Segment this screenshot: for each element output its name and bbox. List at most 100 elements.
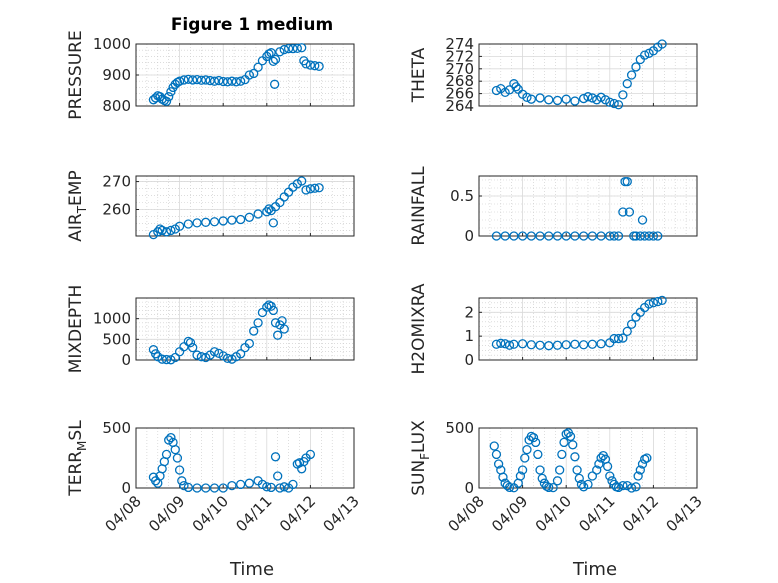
series-h2omixra	[491, 295, 667, 351]
data-point	[504, 340, 515, 350]
data-point	[305, 184, 316, 194]
axes-frame	[135, 427, 355, 489]
data-point	[578, 340, 589, 350]
y-axis-label: MIXDEPTH	[66, 285, 86, 374]
y-axis-label: TERRMSL	[66, 420, 89, 497]
data-point	[183, 336, 193, 347]
y-tick-label: 2	[464, 303, 474, 321]
series-terr_msl	[148, 432, 316, 493]
y-tick-label: 1000	[93, 35, 131, 53]
data-point	[587, 231, 598, 241]
data-point	[150, 349, 161, 359]
data-point	[244, 212, 255, 222]
data-point	[188, 342, 198, 353]
data-point	[266, 482, 276, 493]
data-point	[288, 44, 298, 54]
data-point	[235, 349, 246, 359]
data-point	[594, 459, 604, 469]
series-mixdepth	[148, 300, 289, 365]
data-point	[596, 231, 606, 241]
data-point	[570, 231, 580, 241]
y-axis-label: PRESSURE	[66, 30, 86, 119]
data-point	[587, 339, 598, 349]
data-point	[183, 74, 193, 84]
y-axis-label: RAINFALL	[409, 166, 429, 246]
data-point	[177, 476, 187, 486]
data-point	[164, 92, 174, 102]
subplot-mixdepth: 0 500 1000 MIXDEPTH	[66, 285, 355, 374]
data-point	[305, 60, 316, 70]
x-tick-label: 04/08	[102, 492, 145, 535]
data-point	[618, 333, 628, 343]
data-point	[544, 95, 554, 105]
data-point	[544, 231, 554, 241]
data-point	[557, 449, 567, 460]
data-point	[592, 465, 602, 475]
y-tick-label: 500	[445, 419, 474, 437]
data-point	[537, 473, 547, 484]
data-point	[504, 482, 515, 493]
y-tick-label: 0	[464, 227, 474, 245]
data-point	[535, 93, 545, 103]
data-point	[633, 471, 643, 481]
data-point	[172, 77, 183, 88]
data-point	[192, 483, 202, 493]
data-point	[183, 219, 193, 229]
data-point	[517, 339, 528, 349]
data-point	[253, 62, 263, 72]
data-point	[201, 483, 211, 493]
data-point	[522, 444, 532, 455]
y-tick-label: 272	[445, 47, 474, 65]
data-point	[209, 217, 220, 227]
data-point	[568, 440, 578, 450]
y-tick-label: 0	[121, 479, 131, 497]
data-point	[605, 231, 615, 241]
data-point	[509, 339, 519, 349]
x-tick-label: 04/11	[232, 492, 275, 535]
data-point	[635, 465, 645, 475]
data-point	[570, 339, 580, 349]
data-point	[583, 479, 593, 490]
data-point	[572, 465, 582, 475]
subplot-rainfall: 0 0.5 RAINFALL	[409, 166, 698, 246]
data-point	[605, 97, 615, 107]
data-point	[201, 75, 211, 85]
data-point	[520, 453, 530, 463]
data-point	[535, 231, 545, 241]
data-point	[653, 296, 663, 307]
data-point	[279, 44, 289, 55]
data-point	[526, 94, 536, 104]
data-point	[626, 70, 637, 80]
y-axis-label: AIRTEMP	[66, 170, 89, 241]
data-point	[205, 75, 215, 86]
data-point	[561, 94, 571, 104]
data-point	[602, 461, 613, 472]
data-point	[500, 339, 510, 349]
data-point	[587, 471, 598, 481]
data-point	[161, 354, 172, 365]
data-point	[613, 333, 624, 344]
data-point	[618, 90, 628, 100]
figure-title: Figure 1 medium	[171, 15, 333, 35]
data-point	[570, 96, 580, 106]
data-point	[244, 478, 255, 488]
x-tick-label: 04/09	[145, 492, 188, 535]
data-point	[535, 465, 545, 475]
y-tick-label: 0	[464, 351, 474, 369]
data-point	[235, 76, 246, 86]
x-tick-label: 04/13	[663, 492, 706, 535]
data-point	[297, 43, 307, 53]
data-point	[496, 338, 506, 348]
y-tick-label: 500	[102, 330, 131, 348]
series-theta	[491, 39, 667, 110]
data-point	[565, 431, 576, 442]
data-point	[314, 61, 324, 71]
data-point	[657, 295, 667, 306]
data-point	[283, 44, 294, 54]
data-point	[622, 176, 632, 187]
data-point	[157, 354, 167, 364]
data-point	[235, 214, 246, 225]
y-tick-label: 268	[445, 72, 474, 90]
data-point	[166, 87, 176, 97]
x-tick-label: 04/12	[276, 492, 319, 535]
